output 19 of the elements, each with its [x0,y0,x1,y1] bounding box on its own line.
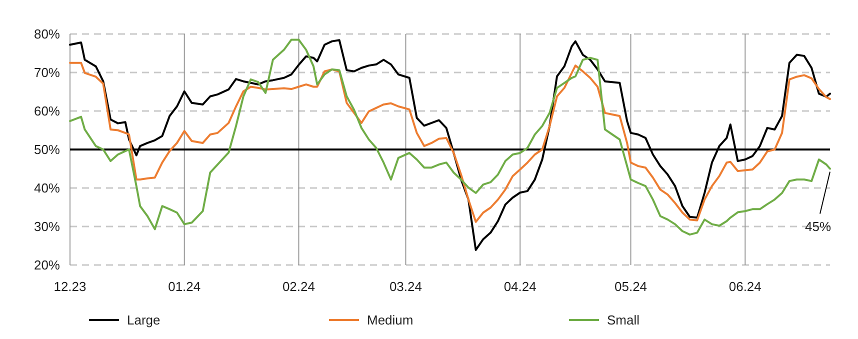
y-tick-label: 80% [34,26,60,42]
x-tick-label: 01.24 [168,279,201,294]
annotation: 45% [804,218,832,234]
y-tick-label: 20% [34,258,60,273]
x-tick-label: 05.24 [614,279,648,294]
legend-label: Small [607,312,640,328]
x-tick-label: 12.23 [54,279,86,294]
x-tick-label: 04.24 [504,279,536,294]
y-tick-label: 40% [34,180,60,196]
x-tick-label: 02.24 [282,279,316,294]
y-tick-label: 60% [34,104,60,119]
y-tick-label: 70% [34,65,60,80]
line-series [69,62,831,223]
legend-label: Medium [367,312,414,328]
legend-label: Large [127,312,160,328]
x-tick-label: 03.24 [389,279,422,294]
y-tick-label: 50% [34,142,60,158]
x-tick-label: 06.24 [728,279,762,294]
y-tick-label: 30% [34,219,60,234]
